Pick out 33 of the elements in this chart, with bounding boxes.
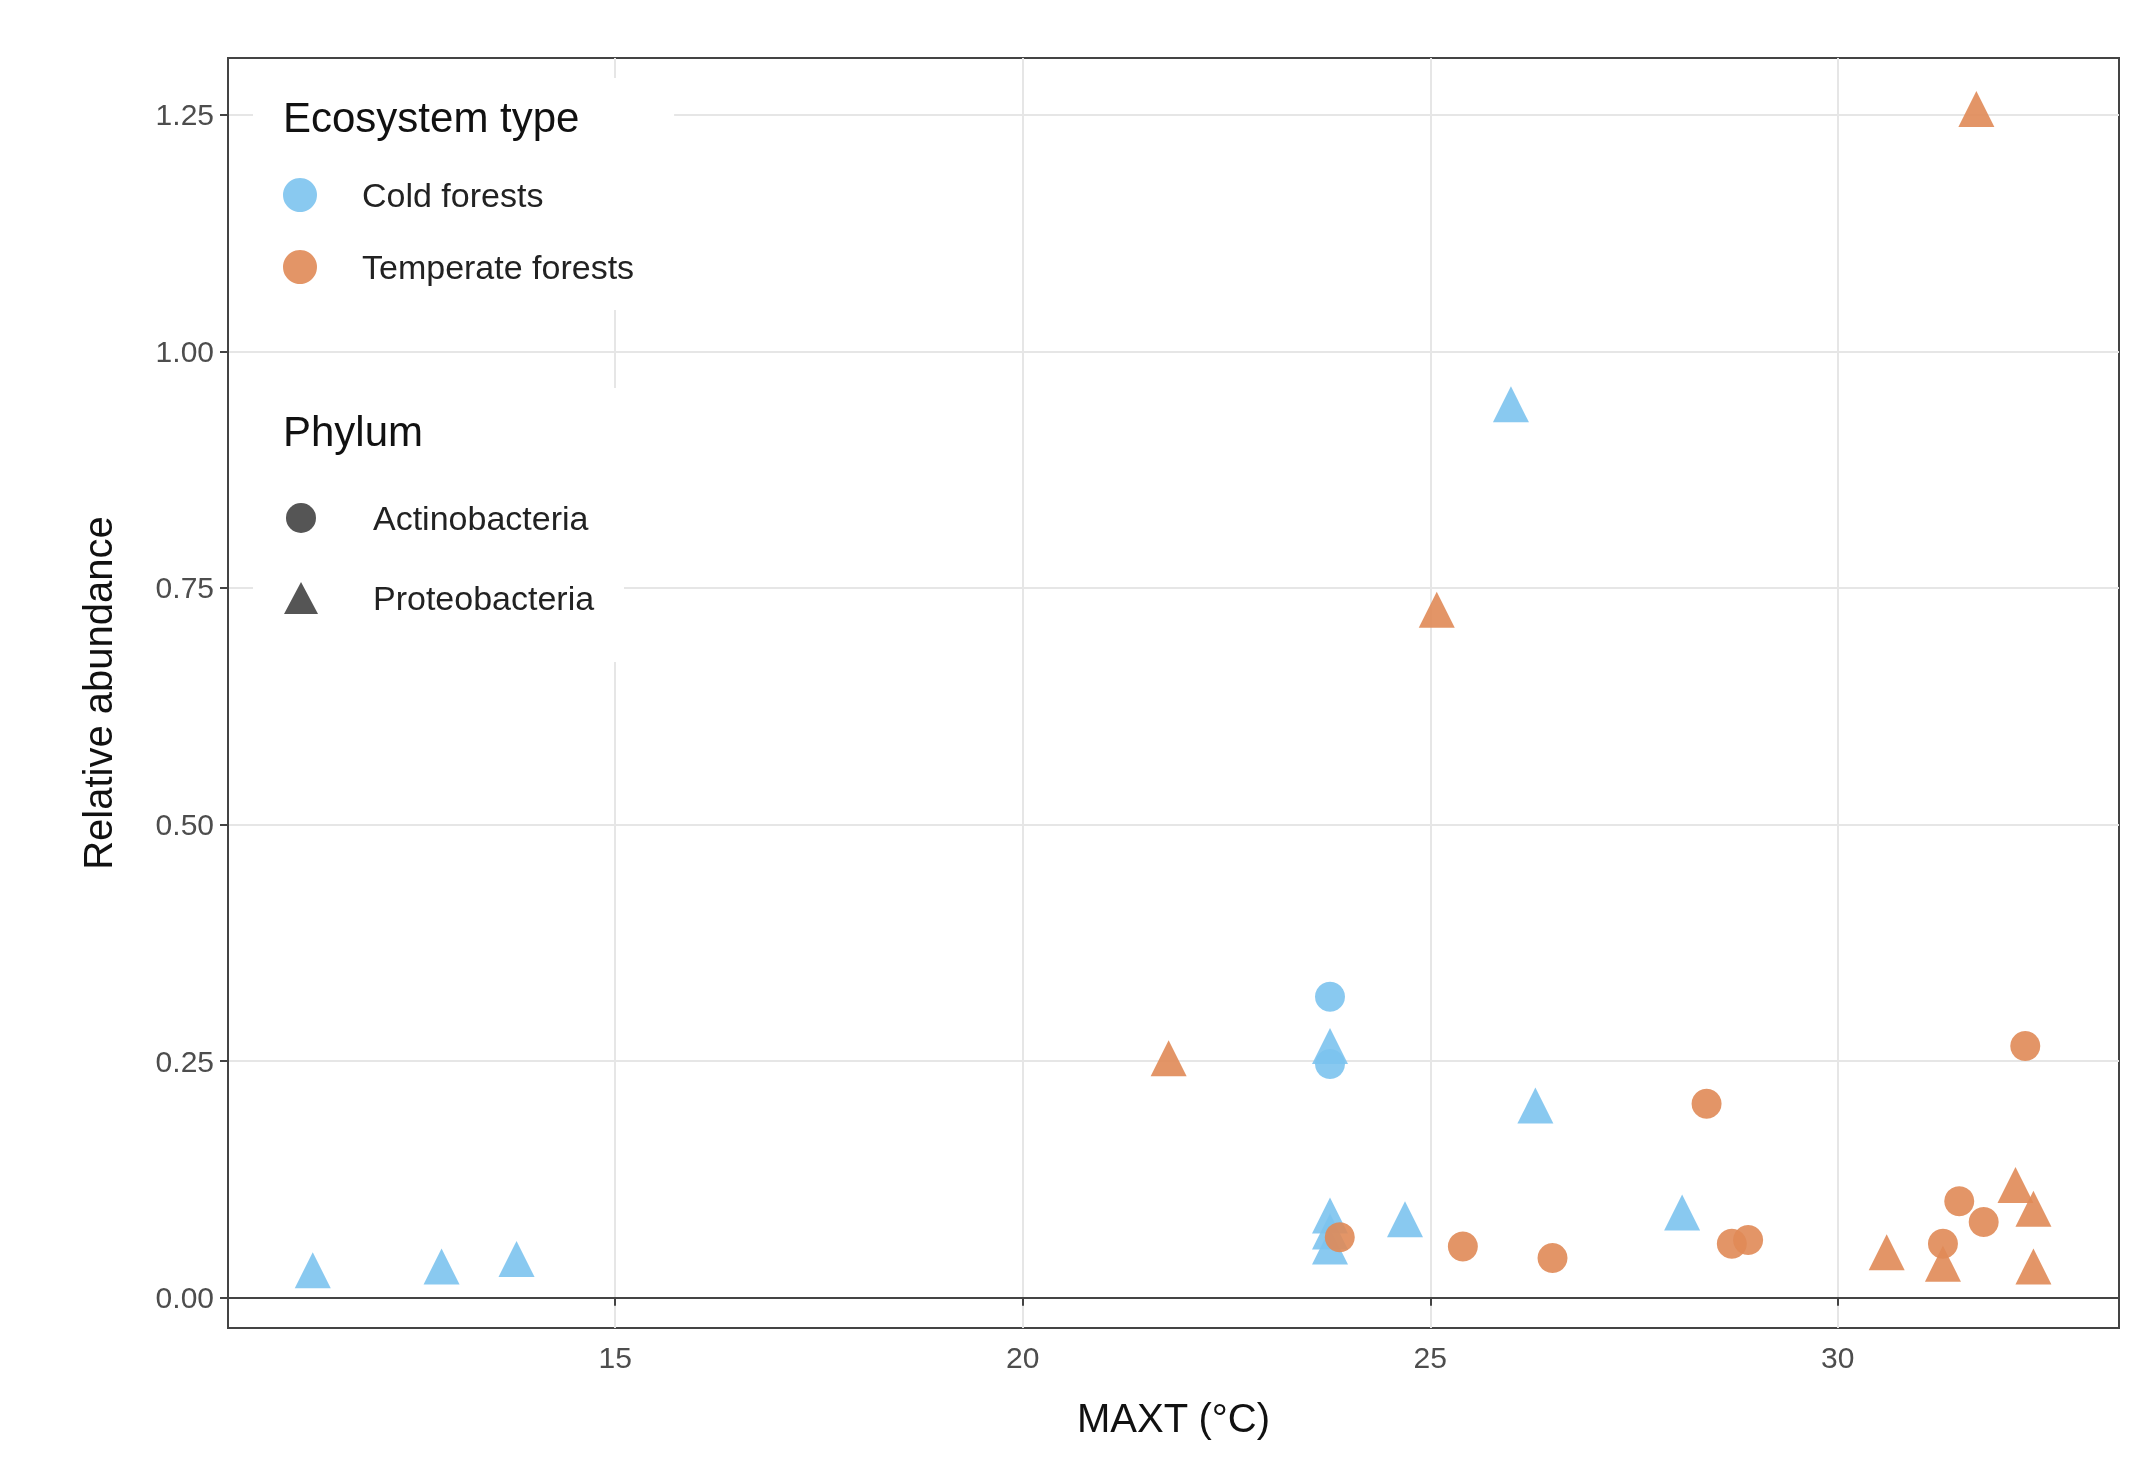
text: Phylum: [283, 408, 424, 455]
point: [1517, 1087, 1554, 1124]
x-tick-label: 30: [1821, 1340, 1855, 1374]
point: [1968, 1207, 1999, 1237]
point: [294, 1252, 331, 1289]
x-tick-label: 20: [1006, 1340, 1040, 1374]
point: [1537, 1242, 1568, 1273]
y-tick-label: 0.25: [155, 1044, 214, 1078]
y-axis-title: Relative abundance: [76, 516, 120, 870]
x-tick-label: 15: [598, 1340, 632, 1374]
annotation: Proteobacteria: [373, 578, 595, 618]
point: [1447, 1231, 1478, 1262]
point: [2010, 1031, 2041, 1061]
y-tick-label: 1.25: [155, 98, 214, 132]
point: [1312, 1027, 1348, 1064]
legend-label: Temperate forests: [362, 248, 635, 286]
point: [1733, 1225, 1764, 1255]
legend-label: Cold forests: [362, 176, 544, 214]
y-tick-label: 1.00: [155, 334, 214, 368]
point: [1944, 1186, 1975, 1217]
point: [1691, 1088, 1722, 1119]
point: [498, 1240, 535, 1277]
point: [1492, 386, 1529, 423]
y-tick-label: 0.75: [155, 571, 214, 605]
point: [423, 1248, 460, 1285]
y-tick-label: 0.00: [155, 1281, 214, 1315]
x-axis-title: MAXT (°C): [1076, 1396, 1271, 1440]
annotation: Actinobacteria: [373, 498, 589, 538]
point: [1664, 1194, 1701, 1231]
x-tick-label: 25: [1413, 1340, 1447, 1374]
point: [1386, 1201, 1423, 1238]
y-tick-label: 0.50: [155, 808, 214, 842]
text: Ecosystem type: [283, 93, 580, 141]
